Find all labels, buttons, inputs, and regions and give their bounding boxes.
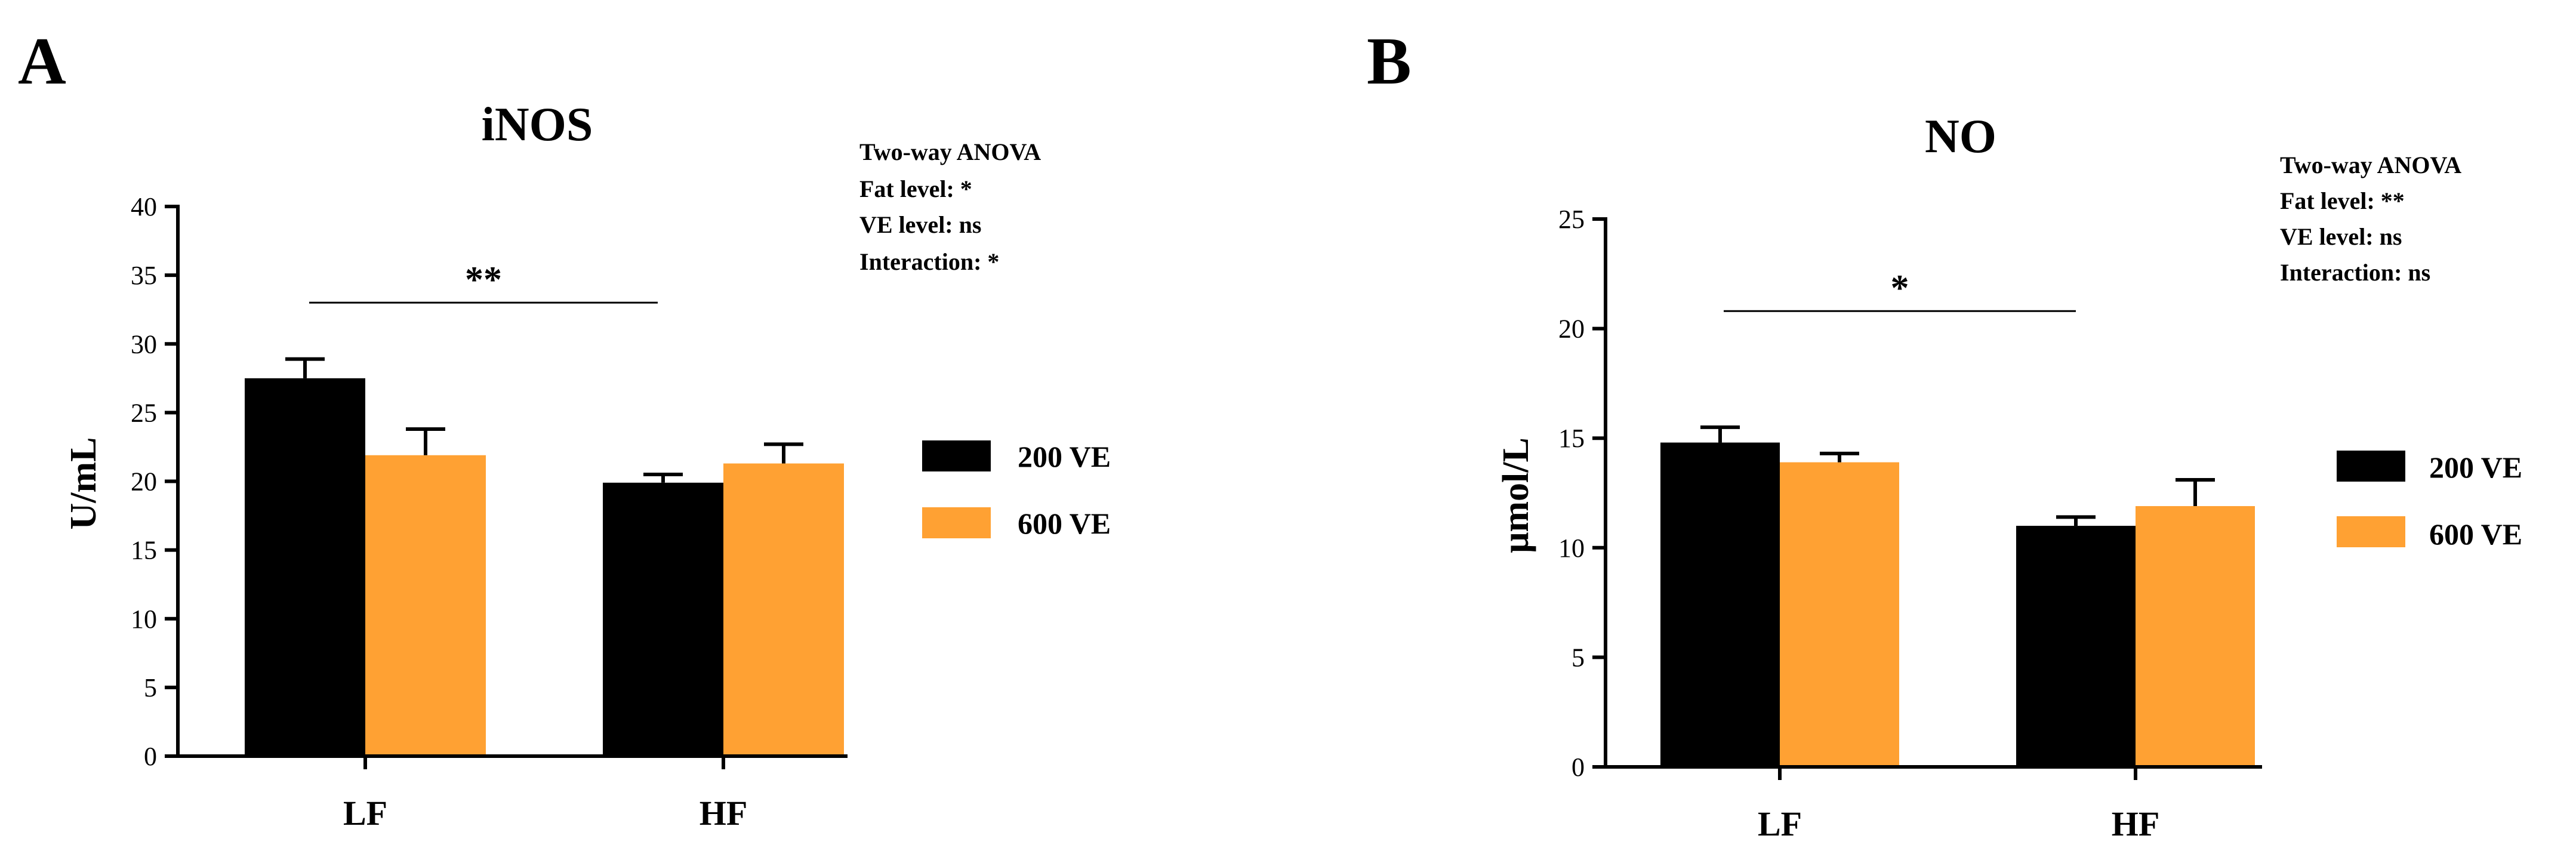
bar	[1780, 462, 1899, 767]
chart-title-b: NO	[1925, 110, 1996, 163]
significance-label: **	[465, 260, 502, 300]
plot-area-b: 0 5 10 15 20 25 LF HF *	[1558, 205, 2262, 843]
y-axis-label-a: U/mL	[63, 437, 104, 530]
bar	[1660, 442, 1780, 767]
legend-b: 200 VE 600 VE	[2337, 451, 2522, 551]
legend-swatch-200-ve	[2337, 451, 2405, 482]
y-tick-label: 0	[1572, 753, 1585, 782]
legend-label-600-ve: 600 VE	[2429, 517, 2522, 551]
y-tick-label: 5	[1572, 643, 1585, 672]
y-tick-label: 25	[1558, 205, 1585, 234]
y-axis-label-b: μmol/L	[1496, 437, 1536, 553]
anova-line: Fat level: *	[859, 175, 972, 202]
panel-b: B NO Two-way ANOVA Fat level: ** VE leve…	[1367, 24, 2522, 843]
anova-annotation-a: Two-way ANOVA Fat level: * VE level: ns …	[859, 138, 1041, 275]
panel-letter-a: A	[18, 24, 66, 98]
anova-annotation-b: Two-way ANOVA Fat level: ** VE level: ns…	[2280, 152, 2461, 286]
anova-line: Two-way ANOVA	[859, 138, 1041, 165]
significance-label: *	[1891, 268, 1909, 309]
panel-a: A iNOS Two-way ANOVA Fat level: * VE lev…	[18, 24, 1111, 833]
legend-label-600-ve: 600 VE	[1018, 507, 1111, 540]
x-tick-label: LF	[1758, 804, 1802, 843]
bar	[2016, 526, 2136, 767]
y-tick-label: 40	[131, 192, 157, 221]
bar	[245, 378, 365, 756]
legend-swatch-600-ve	[922, 507, 991, 538]
x-tick-label: HF	[2112, 804, 2160, 843]
anova-line: VE level: ns	[2280, 223, 2402, 250]
y-tick-label: 5	[144, 673, 157, 702]
x-tick-label: HF	[700, 794, 748, 833]
y-tick-label: 30	[131, 329, 157, 359]
anova-line: Two-way ANOVA	[2280, 152, 2461, 178]
y-tick-label: 15	[1558, 424, 1585, 453]
legend-label-200-ve: 200 VE	[1018, 440, 1111, 473]
x-tick-label: LF	[343, 794, 387, 833]
bar	[603, 482, 723, 756]
bar	[723, 463, 844, 756]
panel-letter-b: B	[1367, 24, 1412, 98]
anova-line: VE level: ns	[859, 211, 981, 238]
anova-line: Interaction: *	[859, 248, 999, 275]
legend-swatch-600-ve	[2337, 516, 2405, 547]
bar	[2136, 506, 2255, 767]
anova-line: Interaction: ns	[2280, 259, 2430, 286]
plot-area-a: 0 5 10 15 20 25 30 35 40 LF HF **	[131, 192, 848, 833]
y-tick-label: 20	[131, 467, 157, 497]
anova-line: Fat level: **	[2280, 187, 2405, 214]
chart-title-a: iNOS	[482, 98, 593, 151]
legend-swatch-200-ve	[922, 440, 991, 471]
legend-label-200-ve: 200 VE	[2429, 451, 2522, 484]
y-tick-label: 10	[1558, 534, 1585, 563]
y-tick-label: 20	[1558, 315, 1585, 344]
y-tick-label: 0	[144, 742, 157, 771]
bar	[365, 455, 486, 756]
y-tick-label: 35	[131, 261, 157, 290]
y-tick-label: 10	[131, 605, 157, 634]
y-tick-label: 25	[131, 398, 157, 427]
y-tick-label: 15	[131, 536, 157, 565]
legend-a: 200 VE 600 VE	[922, 440, 1111, 540]
